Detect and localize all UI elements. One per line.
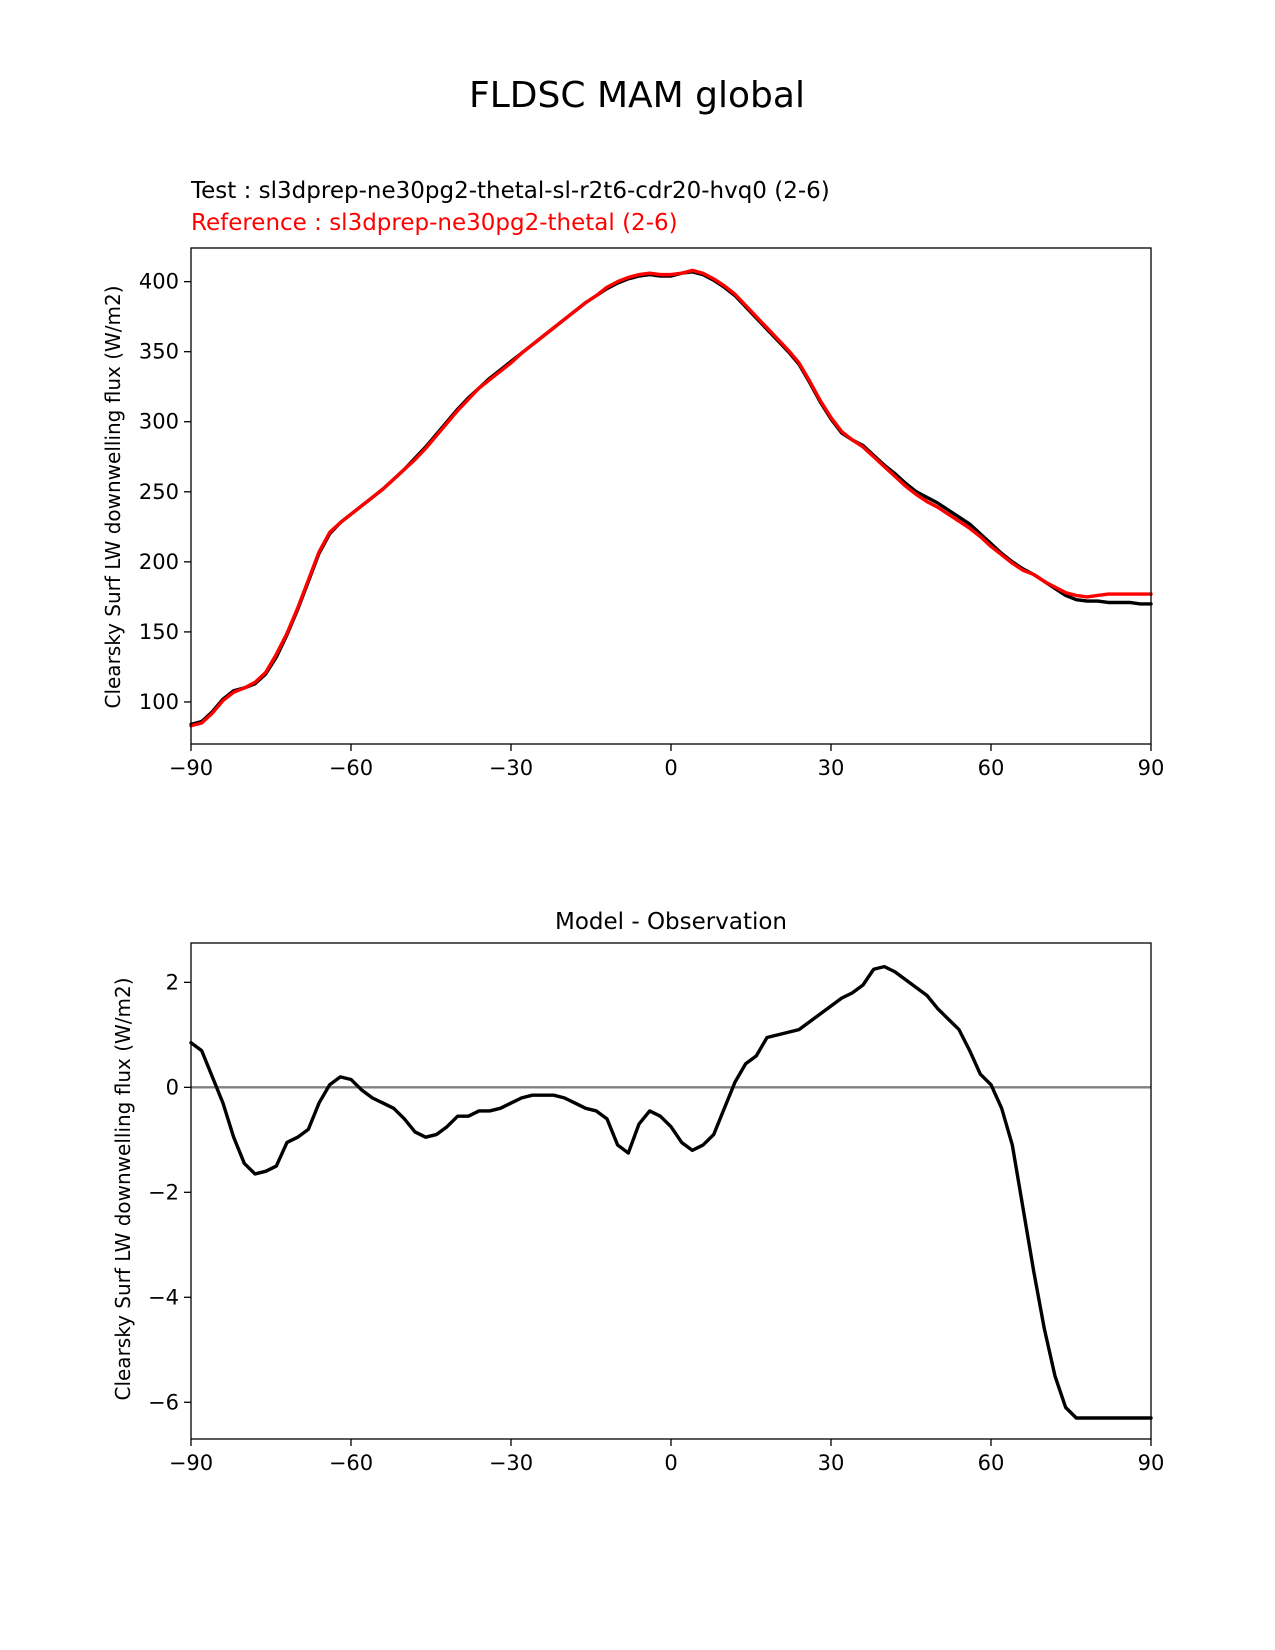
top-x-tick-label: 0 [664,756,677,780]
bottom-y-tick-label: −2 [148,1180,179,1204]
bottom-x-tick-label: −30 [489,1451,533,1475]
top-y-tick-label: 300 [139,410,179,434]
top-y-tick-label: 350 [139,340,179,364]
bottom-y-tick-label: 2 [166,970,179,994]
top-x-tick-label: 60 [978,756,1005,780]
reference-title: Reference : sl3dprep-ne30pg2-thetal (2-6… [191,210,678,236]
top-axes-ticks: −90 −60 −30 0 30 60 90 100 150 200 250 300 350 400 [139,270,1164,780]
top-panel: Test : sl3dprep-ne30pg2-thetal-sl-r2t6-c… [101,178,1164,780]
top-x-tick-label: 30 [818,756,845,780]
bottom-axes-ticks: −90 −60 −30 0 30 60 90 −6 −4 −2 0 2 [148,970,1164,1475]
bottom-panel: Model - Observation Clearsky Surf LW dow… [111,909,1164,1475]
bottom-x-tick-label: −60 [329,1451,373,1475]
top-y-tick-label: 150 [139,620,179,644]
top-y-tick-label: 400 [139,270,179,294]
top-series [189,268,1153,728]
bottom-y-tick-label: 0 [166,1075,179,1099]
bottom-x-tick-label: 60 [978,1451,1005,1475]
top-y-tick-label: 200 [139,550,179,574]
top-x-tick-label: −30 [489,756,533,780]
bottom-axes-frame [190,942,1152,1440]
top-y-tick-label: 250 [139,480,179,504]
top-axes-frame [190,247,1152,745]
test-title: Test : sl3dprep-ne30pg2-thetal-sl-r2t6-c… [190,178,830,204]
figure-title: FLDSC MAM global [469,75,805,116]
top-x-tick-label: 90 [1138,756,1165,780]
top-x-tick-label: −60 [329,756,373,780]
bottom-x-tick-label: −90 [169,1451,213,1475]
top-series-reference-line [189,268,1153,728]
bottom-y-tick-label: −6 [148,1390,179,1414]
bottom-series-diff-line [189,964,1153,1420]
bottom-x-tick-label: 30 [818,1451,845,1475]
bottom-x-tick-label: 0 [664,1451,677,1475]
top-y-axis-label: Clearsky Surf LW downwelling flux (W/m2) [101,285,125,708]
bottom-series [189,964,1153,1420]
top-y-tick-label: 100 [139,690,179,714]
bottom-x-tick-label: 90 [1138,1451,1165,1475]
bottom-y-axis-label: Clearsky Surf LW downwelling flux (W/m2) [111,977,135,1400]
top-x-tick-label: −90 [169,756,213,780]
bottom-y-tick-label: −4 [148,1285,179,1309]
bottom-title: Model - Observation [555,909,787,935]
